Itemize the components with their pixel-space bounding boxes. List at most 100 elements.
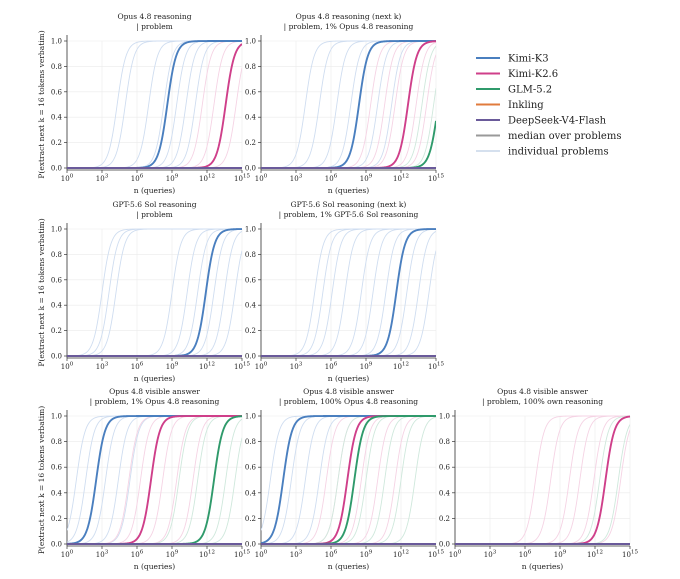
individual-problem-line bbox=[67, 40, 242, 169]
x-tick-label: 103 bbox=[96, 362, 109, 372]
y-tick-label: 0.0 bbox=[245, 165, 256, 173]
individual-problem-line bbox=[67, 43, 242, 169]
y-tick-label: 0.6 bbox=[439, 464, 451, 472]
individual-problem-line bbox=[261, 415, 436, 545]
series bbox=[455, 415, 630, 545]
gridlines bbox=[454, 415, 631, 545]
individual-problem-line bbox=[261, 40, 436, 169]
chart-panel-2: 0.0 0.2 0.4 0.6 0.8 1.0 100 103 106 109 1012 1015 n … bbox=[245, 12, 445, 195]
legend-label-glm-5-2: GLM-5.2 bbox=[508, 85, 552, 96]
y-tick-label: 0.6 bbox=[245, 88, 257, 96]
y-tick-label: 0.8 bbox=[245, 63, 256, 71]
y-tick-label: 1.0 bbox=[245, 226, 256, 234]
x-tick-label: 1012 bbox=[587, 550, 603, 560]
x-axis-label: n (queries) bbox=[328, 562, 369, 571]
y-tick-label: 0.6 bbox=[51, 464, 63, 472]
x-tick-label: 100 bbox=[61, 550, 74, 560]
individual-problem-line bbox=[261, 228, 436, 357]
y-axis-label: P(extract next k = 16 tokens verbatim) bbox=[37, 30, 46, 178]
x-tick-label: 1012 bbox=[393, 362, 409, 372]
legend-label-median-over-problems: median over problems bbox=[508, 131, 621, 142]
y-tick-label: 0.6 bbox=[51, 88, 63, 96]
y-tick-label: 1.0 bbox=[51, 226, 62, 234]
individual-problems bbox=[261, 40, 436, 169]
x-tick-label: 109 bbox=[360, 550, 373, 560]
y-tick-label: 0.2 bbox=[51, 139, 62, 147]
y-tick-label: 0.4 bbox=[51, 114, 63, 122]
y-tick-label: 0.8 bbox=[51, 438, 62, 446]
individual-problem-line bbox=[261, 41, 436, 169]
series bbox=[261, 40, 436, 169]
x-tick-label: 103 bbox=[290, 174, 303, 184]
y-tick-label: 0.2 bbox=[51, 515, 62, 523]
chart-panel-5: 0.0 0.2 0.4 0.6 0.8 1.0 100 103 106 109 1012 1015 n … bbox=[51, 387, 251, 571]
x-tick-label: 100 bbox=[255, 550, 268, 560]
chart-title: | problem, 100% own reasoning bbox=[482, 397, 603, 406]
series-line-kimi-k2-6 bbox=[261, 415, 436, 545]
y-tick-label: 0.0 bbox=[245, 353, 256, 361]
individual-problem-line bbox=[261, 228, 436, 357]
individual-problem-line bbox=[261, 45, 436, 169]
x-tick-label: 106 bbox=[325, 362, 338, 372]
x-axis-label: n (queries) bbox=[134, 562, 175, 571]
y-tick-label: 0.4 bbox=[245, 489, 257, 497]
y-tick-label: 0.4 bbox=[245, 114, 257, 122]
x-tick-label: 109 bbox=[166, 362, 179, 372]
series bbox=[261, 228, 436, 357]
y-tick-label: 0.8 bbox=[51, 63, 62, 71]
x-tick-label: 1015 bbox=[234, 174, 250, 184]
individual-problem-line bbox=[67, 40, 242, 169]
chart-title: Opus 4.8 reasoning bbox=[117, 12, 191, 21]
chart-title: GPT-5.6 Sol reasoning bbox=[112, 200, 196, 209]
individual-problem-line bbox=[261, 40, 436, 169]
chart-title: | problem, 1% Opus 4.8 reasoning bbox=[284, 22, 414, 31]
x-tick-label: 109 bbox=[166, 174, 179, 184]
individual-problem-line bbox=[261, 228, 436, 357]
series-line-kimi-k3 bbox=[67, 228, 242, 357]
individual-problem-line bbox=[67, 40, 242, 169]
series-line-glm-5-2 bbox=[261, 415, 436, 545]
x-tick-label: 103 bbox=[290, 550, 303, 560]
y-tick-label: 0.0 bbox=[439, 541, 450, 549]
series-line-kimi-k3 bbox=[67, 40, 242, 169]
individual-problem-line bbox=[67, 230, 242, 357]
individual-problem-line bbox=[261, 415, 436, 545]
individual-problems bbox=[261, 228, 436, 357]
x-tick-label: 100 bbox=[255, 174, 268, 184]
y-tick-label: 0.6 bbox=[245, 276, 257, 284]
chart-title: | problem bbox=[136, 210, 173, 219]
y-tick-label: 0.8 bbox=[51, 251, 62, 259]
individual-problem-line bbox=[261, 40, 436, 169]
x-tick-label: 1012 bbox=[199, 550, 215, 560]
x-tick-label: 106 bbox=[519, 550, 532, 560]
x-tick-label: 100 bbox=[61, 362, 74, 372]
x-tick-label: 1012 bbox=[393, 550, 409, 560]
chart-panel-4: 0.0 0.2 0.4 0.6 0.8 1.0 100 103 106 109 1012 1015 n … bbox=[245, 200, 445, 383]
x-tick-label: 103 bbox=[484, 550, 497, 560]
individual-problem-line bbox=[67, 228, 242, 357]
individual-problem-line bbox=[67, 40, 242, 169]
legend-label-kimi-k3: Kimi-K3 bbox=[508, 54, 549, 65]
individual-problem-line bbox=[261, 415, 436, 545]
individual-problem-line bbox=[261, 228, 436, 357]
x-tick-label: 1015 bbox=[234, 550, 250, 560]
individual-problem-line bbox=[261, 40, 436, 169]
individual-problem-line bbox=[455, 415, 630, 545]
y-tick-label: 0.8 bbox=[439, 438, 450, 446]
x-tick-label: 1015 bbox=[428, 362, 444, 372]
series-line-kimi-k3 bbox=[261, 228, 436, 357]
individual-problem-line bbox=[67, 40, 242, 169]
x-axis-label: n (queries) bbox=[134, 374, 175, 383]
x-tick-label: 1012 bbox=[199, 362, 215, 372]
gridlines bbox=[260, 415, 437, 545]
individual-problem-line bbox=[261, 415, 436, 545]
individual-problem-line bbox=[261, 228, 436, 357]
individual-problem-line bbox=[67, 415, 242, 543]
individual-problem-line bbox=[261, 54, 436, 169]
chart-title: GPT-5.6 Sol reasoning (next k) bbox=[291, 200, 407, 209]
x-tick-label: 103 bbox=[96, 550, 109, 560]
individual-problem-line bbox=[261, 228, 436, 357]
y-tick-label: 0.4 bbox=[245, 302, 257, 310]
x-tick-label: 106 bbox=[131, 174, 144, 184]
